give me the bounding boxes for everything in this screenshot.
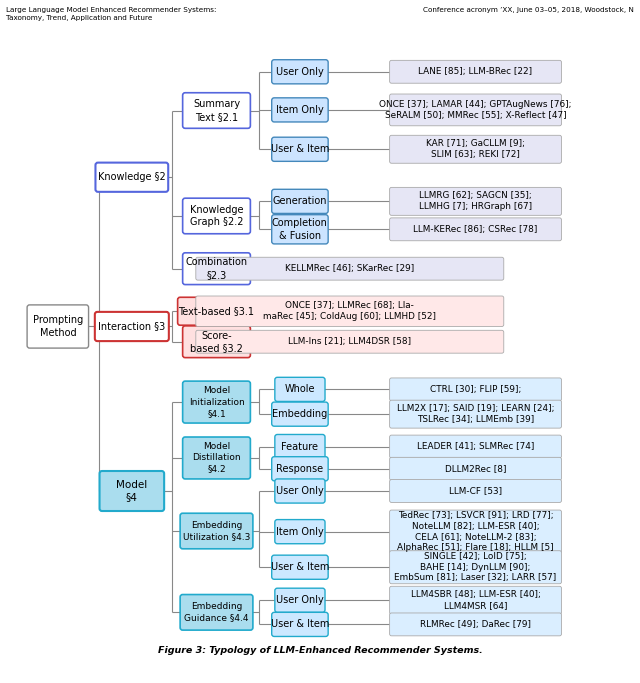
- FancyBboxPatch shape: [272, 59, 328, 84]
- Text: User Only: User Only: [276, 486, 324, 496]
- FancyBboxPatch shape: [390, 187, 561, 215]
- Text: Feature: Feature: [282, 441, 319, 451]
- FancyBboxPatch shape: [275, 434, 325, 458]
- FancyBboxPatch shape: [390, 135, 561, 163]
- FancyBboxPatch shape: [275, 479, 325, 503]
- Text: RLMRec [49]; DaRec [79]: RLMRec [49]; DaRec [79]: [420, 620, 531, 629]
- FancyBboxPatch shape: [182, 326, 250, 358]
- FancyBboxPatch shape: [95, 312, 169, 341]
- FancyBboxPatch shape: [272, 214, 328, 244]
- FancyBboxPatch shape: [390, 435, 561, 458]
- Text: LEADER [41]; SLMRec [74]: LEADER [41]; SLMRec [74]: [417, 442, 534, 451]
- Text: Embedding
Utilization §4.3: Embedding Utilization §4.3: [183, 521, 250, 541]
- FancyBboxPatch shape: [272, 189, 328, 213]
- FancyBboxPatch shape: [27, 305, 88, 348]
- Text: ONCE [37]; LLMRec [68]; Lla-
maRec [45]; ColdAug [60]; LLMHD [52]: ONCE [37]; LLMRec [68]; Lla- maRec [45];…: [263, 301, 436, 321]
- Text: Combination
§2.3: Combination §2.3: [186, 257, 248, 280]
- Text: Large Language Model Enhanced Recommender Systems:
Taxonomy, Trend, Application : Large Language Model Enhanced Recommende…: [6, 7, 217, 20]
- Text: LLM-CF [53]: LLM-CF [53]: [449, 486, 502, 495]
- Text: KAR [71]; GaCLLM [9];
SLIM [63]; REKI [72]: KAR [71]; GaCLLM [9]; SLIM [63]; REKI [7…: [426, 139, 525, 159]
- Text: LANE [85]; LLM-BRec [22]: LANE [85]; LLM-BRec [22]: [419, 68, 532, 76]
- FancyBboxPatch shape: [100, 471, 164, 511]
- Text: Whole: Whole: [285, 385, 315, 394]
- Text: KELLMRec [46]; SKarRec [29]: KELLMRec [46]; SKarRec [29]: [285, 264, 415, 273]
- FancyBboxPatch shape: [390, 479, 561, 503]
- Text: Prompting
Method: Prompting Method: [33, 316, 83, 337]
- FancyBboxPatch shape: [390, 218, 561, 240]
- Text: LLM2X [17]; SAID [19]; LEARN [24];
TSLRec [34]; LLMEmb [39]: LLM2X [17]; SAID [19]; LEARN [24]; TSLRe…: [397, 404, 554, 424]
- Text: LLM-KERec [86]; CSRec [78]: LLM-KERec [86]; CSRec [78]: [413, 225, 538, 234]
- Text: Summary
Text §2.1: Summary Text §2.1: [193, 99, 240, 122]
- FancyBboxPatch shape: [272, 98, 328, 122]
- Text: Text-based §3.1: Text-based §3.1: [179, 306, 255, 316]
- Text: ONCE [37]; LAMAR [44]; GPTAugNews [76];
SeRALM [50]; MMRec [55]; X-Reflect [47]: ONCE [37]; LAMAR [44]; GPTAugNews [76]; …: [380, 100, 572, 120]
- Text: Model
§4: Model §4: [116, 480, 147, 502]
- Text: Item Only: Item Only: [276, 105, 324, 115]
- FancyBboxPatch shape: [182, 381, 250, 423]
- Text: LLMRG [62]; SAGCN [35];
LLMHG [7]; HRGraph [67]: LLMRG [62]; SAGCN [35]; LLMHG [7]; HRGra…: [419, 191, 532, 211]
- Text: LLM-Ins [21]; LLM4DSR [58]: LLM-Ins [21]; LLM4DSR [58]: [288, 337, 412, 346]
- FancyBboxPatch shape: [182, 93, 250, 128]
- FancyBboxPatch shape: [182, 253, 250, 285]
- FancyBboxPatch shape: [196, 257, 504, 280]
- Text: User Only: User Only: [276, 596, 324, 605]
- Text: CTRL [30]; FLIP [59];: CTRL [30]; FLIP [59];: [430, 385, 521, 394]
- FancyBboxPatch shape: [272, 457, 328, 481]
- Text: Model
Distillation
§4.2: Model Distillation §4.2: [192, 443, 241, 473]
- FancyBboxPatch shape: [390, 60, 561, 83]
- Text: Figure 3: Typology of LLM-Enhanced Recommender Systems.: Figure 3: Typology of LLM-Enhanced Recom…: [157, 646, 483, 655]
- Text: Knowledge
Graph §2.2: Knowledge Graph §2.2: [190, 205, 243, 227]
- FancyBboxPatch shape: [196, 331, 504, 353]
- Text: SINGLE [42]; LoID [75];
BAHE [14]; DynLLM [90];
EmbSum [81]; Laser [32]; LARR [5: SINGLE [42]; LoID [75]; BAHE [14]; DynLL…: [394, 552, 557, 583]
- Text: Completion
& Fusion: Completion & Fusion: [272, 218, 328, 240]
- FancyBboxPatch shape: [272, 137, 328, 161]
- Text: Generation: Generation: [273, 196, 327, 206]
- Text: LLM4SBR [48]; LLM-ESR [40];
LLM4MSR [64]: LLM4SBR [48]; LLM-ESR [40]; LLM4MSR [64]: [411, 590, 541, 610]
- FancyBboxPatch shape: [180, 513, 253, 549]
- Text: Item Only: Item Only: [276, 527, 324, 537]
- FancyBboxPatch shape: [390, 510, 561, 553]
- Text: User & Item: User & Item: [271, 144, 329, 154]
- Text: TedRec [73]; LSVCR [91]; LRD [77];
NoteLLM [82]; LLM-ESR [40];
CELA [61]; NoteLL: TedRec [73]; LSVCR [91]; LRD [77]; NoteL…: [397, 511, 554, 553]
- FancyBboxPatch shape: [182, 198, 250, 234]
- FancyBboxPatch shape: [390, 550, 561, 584]
- Text: Conference acronym ’XX, June 03–05, 2018, Woodstock, N: Conference acronym ’XX, June 03–05, 2018…: [423, 7, 634, 13]
- FancyBboxPatch shape: [272, 555, 328, 579]
- Text: User & Item: User & Item: [271, 619, 329, 630]
- FancyBboxPatch shape: [178, 297, 255, 325]
- FancyBboxPatch shape: [390, 94, 561, 126]
- FancyBboxPatch shape: [180, 594, 253, 630]
- Text: Embedding: Embedding: [272, 409, 328, 419]
- FancyBboxPatch shape: [275, 377, 325, 402]
- Text: Embedding
Guidance §4.4: Embedding Guidance §4.4: [184, 602, 249, 622]
- Text: Response: Response: [276, 464, 323, 474]
- Text: Knowledge §2: Knowledge §2: [98, 172, 166, 182]
- FancyBboxPatch shape: [272, 613, 328, 637]
- FancyBboxPatch shape: [390, 613, 561, 636]
- FancyBboxPatch shape: [390, 586, 561, 614]
- Text: Model
Initialization
§4.1: Model Initialization §4.1: [189, 387, 244, 418]
- FancyBboxPatch shape: [275, 588, 325, 613]
- Text: Score-
based §3.2: Score- based §3.2: [190, 331, 243, 353]
- Text: User & Item: User & Item: [271, 562, 329, 572]
- FancyBboxPatch shape: [390, 458, 561, 480]
- FancyBboxPatch shape: [275, 520, 325, 544]
- FancyBboxPatch shape: [390, 400, 561, 428]
- FancyBboxPatch shape: [272, 402, 328, 426]
- Text: Interaction §3: Interaction §3: [98, 322, 166, 331]
- FancyBboxPatch shape: [95, 163, 168, 192]
- Text: DLLM2Rec [8]: DLLM2Rec [8]: [445, 464, 506, 473]
- FancyBboxPatch shape: [196, 296, 504, 326]
- FancyBboxPatch shape: [390, 378, 561, 401]
- FancyBboxPatch shape: [182, 437, 250, 479]
- Text: User Only: User Only: [276, 67, 324, 76]
